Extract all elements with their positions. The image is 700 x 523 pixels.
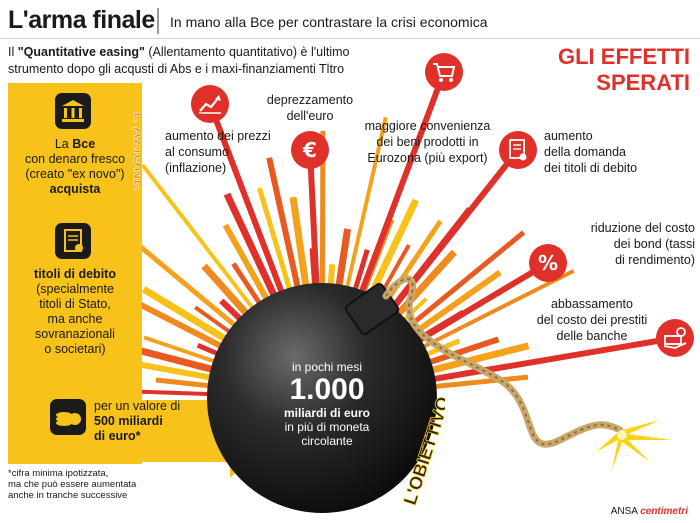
footnote-l1: *cifra minima ipotizzata, (8, 468, 109, 479)
intro-line1: (Allentamento quantitativo) è l'ultimo (144, 45, 350, 59)
action-text-1: La Bce con denaro fresco (creato "ex nov… (8, 137, 142, 197)
bomb-text: in pochi mesi 1.000 miliardi di euro in … (262, 360, 392, 448)
bomb-line1: in pochi mesi (291, 360, 363, 374)
credit: ANSA centimetri (611, 506, 688, 517)
debt-l5: sovranazionali (35, 327, 115, 341)
intro-prefix: Il (8, 45, 18, 59)
effects-heading: GLI EFFETTI SPERATI (530, 44, 690, 96)
svg-text:L'AZIONE: L'AZIONE (130, 112, 140, 191)
effect-inflation-l2: al consumo (165, 145, 229, 159)
action-la: La (54, 137, 73, 151)
effect-icon-cart (424, 52, 464, 97)
action-line4: acquista (49, 182, 101, 196)
effect-debt-demand: aumento della domanda dei titoli di debi… (544, 128, 674, 176)
effect-icon-bond (498, 130, 538, 175)
effect-inflation: aumento dei prezzi al consumo (inflazion… (165, 128, 285, 176)
footnote-l2: ma che può essere aumentata (8, 479, 137, 490)
bomb-line4: in più di moneta (284, 420, 370, 434)
svg-text:€: € (302, 138, 317, 162)
spark-icon (596, 420, 672, 470)
action-bce: Bce (72, 137, 96, 151)
action-text-2: titoli di debito (specialmente titoli di… (8, 267, 142, 357)
effect-icon-euro: € (290, 130, 330, 175)
value-l3: di euro* (94, 429, 141, 443)
effects-heading-line1: GLI EFFETTI (558, 44, 690, 69)
bomb-amount: 1.000 (289, 373, 365, 406)
effect-loan-l1: abbassamento (550, 297, 633, 311)
action-text-3: per un valore di 500 miliardi di euro* (94, 399, 194, 444)
footnote-l3: anche in tranche successive (8, 490, 128, 501)
qe-label: "Quantitative easing" (17, 45, 145, 59)
effect-bond-cost: riduzione del costo dei bond (tassi di r… (565, 220, 695, 268)
footnote: *cifra minima ipotizzata, ma che può ess… (8, 468, 168, 501)
obiettivo-label: L'OBIETTIVO (399, 394, 445, 508)
effect-loan-l2: del costo dei prestiti (536, 313, 648, 327)
effect-icon-inflation (190, 84, 230, 129)
svg-text:L'OBIETTIVO: L'OBIETTIVO (400, 394, 445, 507)
effect-euro: deprezzamento dell'euro (255, 92, 365, 124)
bomb-body (207, 283, 437, 513)
debt-title: titoli di debito (34, 267, 116, 281)
header-rule (0, 38, 700, 39)
action-column: La Bce con denaro fresco (creato "ex nov… (8, 83, 180, 464)
value-l1: per un valore di (94, 399, 181, 413)
effect-debt-l3: dei titoli di debito (544, 161, 638, 175)
effect-export-l3: Eurozona (più export) (367, 151, 488, 165)
action-line3: (creato "ex novo") (25, 167, 125, 181)
effect-euro-l2: dell'euro (286, 109, 334, 123)
credit-agency: ANSA (610, 506, 638, 517)
credit-brand: centimetri (640, 506, 688, 517)
effect-icon-loan (655, 318, 695, 363)
azione-label: L'AZIONE (130, 112, 140, 191)
page-subtitle: In mano alla Bce per contrastare la cris… (170, 14, 488, 30)
effect-debt-l2: della domanda (544, 145, 627, 159)
svg-text:%: % (538, 251, 558, 275)
debt-l4: ma anche (47, 312, 103, 326)
effect-inflation-l1: aumento dei prezzi (165, 129, 271, 143)
effect-bond-l3: di rendimento) (615, 253, 695, 267)
effect-inflation-l3: (inflazione) (165, 161, 227, 175)
coins-icon (50, 399, 86, 435)
effect-bond-l2: dei bond (tassi (613, 237, 695, 251)
page-title: L'arma finale (8, 6, 155, 34)
bomb-fuse (382, 275, 624, 448)
intro-text: Il "Quantitative easing" (Allentamento q… (8, 44, 428, 78)
bomb-line3: miliardi di euro (283, 406, 370, 420)
effect-bond-l1: riduzione del costo (590, 221, 695, 235)
effect-euro-l1: deprezzamento (266, 93, 354, 107)
effects-heading-line2: SPERATI (596, 70, 690, 95)
debt-l6: o societari) (44, 342, 106, 356)
effect-loan-cost: abbassamento del costo dei prestiti dell… (522, 296, 662, 344)
effect-icon-percent: % (528, 243, 568, 288)
action-line2: con denaro fresco (24, 152, 126, 166)
document-icon (55, 223, 91, 259)
title-divider (157, 8, 159, 34)
debt-l3: titoli di Stato, (39, 297, 111, 311)
bank-icon (55, 93, 91, 129)
intro-line2: strumento dopo gli acqusti di Abs e i ma… (8, 62, 345, 76)
debt-l2: (specialmente (36, 282, 114, 296)
bomb-line5: circolante (301, 434, 353, 448)
effect-export-l1: maggiore convenienza (364, 119, 491, 133)
effect-export-l2: dei beni prodotti in (376, 135, 479, 149)
effect-loan-l3: delle banche (556, 329, 628, 343)
effect-export: maggiore convenienza dei beni prodotti i… (355, 118, 500, 166)
effect-debt-l1: aumento (544, 129, 593, 143)
value-l2: 500 miliardi (94, 414, 163, 428)
